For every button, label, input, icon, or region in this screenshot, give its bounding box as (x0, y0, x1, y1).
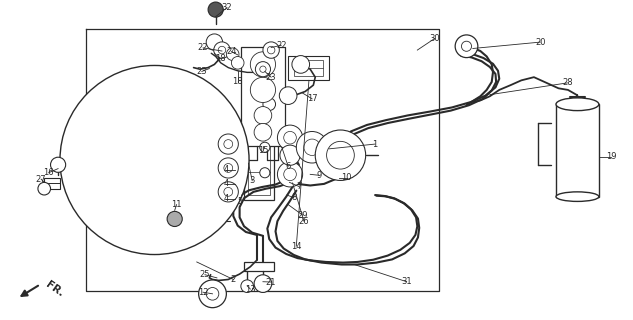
Circle shape (455, 35, 478, 58)
Text: 23: 23 (196, 67, 207, 76)
Text: 1: 1 (372, 140, 378, 148)
Ellipse shape (556, 192, 599, 201)
Bar (248, 123, 270, 195)
Text: 14: 14 (291, 242, 301, 251)
Text: 4: 4 (223, 165, 229, 174)
Circle shape (263, 42, 279, 58)
Circle shape (280, 145, 300, 165)
Circle shape (199, 280, 227, 308)
Circle shape (218, 182, 239, 202)
Circle shape (206, 34, 223, 50)
Text: 9: 9 (316, 171, 322, 180)
Circle shape (167, 212, 182, 227)
Circle shape (260, 142, 270, 152)
Text: 20: 20 (535, 38, 546, 47)
Circle shape (214, 42, 230, 58)
Bar (44, 178, 60, 189)
Bar (241, 47, 285, 146)
Text: 2: 2 (230, 275, 236, 284)
Text: 12: 12 (197, 288, 208, 297)
Text: 10: 10 (341, 173, 352, 182)
Circle shape (254, 275, 272, 292)
Text: 4: 4 (223, 180, 229, 188)
Text: 30: 30 (430, 34, 441, 43)
Circle shape (263, 98, 275, 110)
Bar (294, 60, 323, 76)
Circle shape (206, 287, 219, 300)
Circle shape (241, 280, 253, 292)
Circle shape (51, 157, 66, 172)
Circle shape (315, 130, 366, 180)
Circle shape (277, 125, 303, 150)
Text: 22: 22 (276, 41, 287, 50)
Text: 22: 22 (197, 43, 208, 52)
Text: 24: 24 (226, 47, 237, 56)
Text: FR.: FR. (44, 279, 66, 299)
Text: 3: 3 (249, 176, 255, 185)
Bar (115, 122, 154, 198)
Text: 6: 6 (285, 162, 291, 171)
Text: 28: 28 (562, 78, 573, 87)
Circle shape (254, 124, 272, 141)
Text: 8: 8 (291, 193, 296, 202)
Circle shape (224, 164, 233, 172)
Circle shape (250, 52, 275, 77)
Text: 5: 5 (237, 197, 242, 206)
Circle shape (224, 188, 233, 196)
Text: 7: 7 (296, 182, 301, 191)
Circle shape (292, 56, 310, 73)
Bar (244, 262, 274, 271)
Text: 18: 18 (215, 54, 226, 63)
Text: 18: 18 (232, 77, 243, 86)
Circle shape (267, 46, 275, 54)
Text: 32: 32 (222, 3, 232, 12)
Circle shape (277, 162, 303, 187)
Text: 25: 25 (199, 270, 210, 279)
Circle shape (279, 87, 297, 104)
Text: 4: 4 (223, 194, 229, 204)
Text: 13: 13 (245, 284, 256, 293)
Text: 23: 23 (266, 73, 277, 82)
Circle shape (254, 107, 272, 124)
Circle shape (296, 132, 328, 163)
Circle shape (284, 132, 296, 144)
Text: 21: 21 (266, 277, 277, 286)
Circle shape (218, 46, 226, 54)
Text: 17: 17 (307, 94, 317, 103)
Text: 26: 26 (299, 217, 309, 226)
Text: 31: 31 (401, 277, 412, 286)
Circle shape (38, 182, 51, 195)
Circle shape (255, 62, 270, 77)
Circle shape (304, 139, 320, 156)
Circle shape (260, 66, 266, 72)
Circle shape (224, 140, 233, 148)
Circle shape (208, 2, 223, 17)
Circle shape (218, 158, 239, 178)
Text: 29: 29 (298, 211, 308, 220)
Circle shape (260, 168, 270, 178)
Bar (288, 56, 329, 80)
Text: 19: 19 (606, 152, 617, 161)
Circle shape (227, 48, 239, 60)
Text: 15: 15 (258, 146, 268, 155)
Ellipse shape (556, 98, 599, 111)
Circle shape (284, 168, 296, 181)
Text: 16: 16 (43, 168, 54, 177)
Circle shape (461, 41, 472, 51)
Circle shape (60, 66, 249, 254)
Bar (556, 104, 599, 197)
Bar (244, 119, 274, 200)
Circle shape (327, 141, 354, 169)
Circle shape (232, 57, 244, 69)
Text: 11: 11 (172, 200, 182, 209)
Text: 27: 27 (36, 175, 46, 184)
Circle shape (250, 77, 275, 102)
Circle shape (218, 134, 239, 154)
